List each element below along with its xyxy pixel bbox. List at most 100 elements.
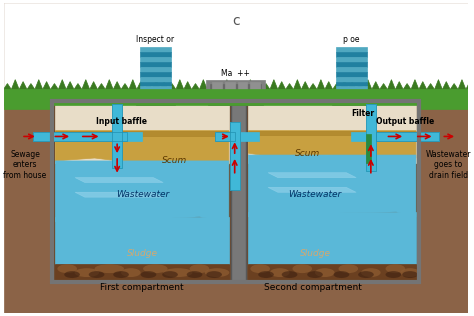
Polygon shape bbox=[403, 83, 411, 89]
Ellipse shape bbox=[141, 271, 156, 278]
Bar bbox=[248, 104, 416, 163]
Ellipse shape bbox=[64, 271, 80, 278]
Bar bbox=[122, 131, 142, 141]
Polygon shape bbox=[113, 82, 121, 89]
Bar bbox=[112, 104, 122, 168]
Bar bbox=[208, 101, 263, 105]
Bar bbox=[230, 122, 239, 190]
Text: Scum: Scum bbox=[162, 156, 188, 166]
Bar bbox=[140, 57, 171, 62]
Polygon shape bbox=[176, 80, 184, 89]
Ellipse shape bbox=[162, 271, 178, 278]
Ellipse shape bbox=[250, 264, 270, 273]
Ellipse shape bbox=[270, 268, 290, 277]
Polygon shape bbox=[82, 80, 90, 89]
Polygon shape bbox=[325, 82, 333, 89]
Text: Scum: Scum bbox=[294, 149, 320, 158]
Bar bbox=[33, 131, 127, 141]
Polygon shape bbox=[356, 83, 364, 89]
Polygon shape bbox=[248, 155, 416, 217]
Ellipse shape bbox=[385, 271, 401, 278]
Polygon shape bbox=[90, 82, 98, 89]
Bar bbox=[3, 3, 468, 101]
Polygon shape bbox=[75, 178, 163, 183]
Bar bbox=[140, 77, 171, 82]
Bar bbox=[140, 62, 171, 67]
Ellipse shape bbox=[143, 264, 168, 273]
Polygon shape bbox=[348, 82, 356, 89]
Polygon shape bbox=[153, 80, 160, 89]
Bar bbox=[112, 104, 122, 168]
Text: Wastewater
goes to
drain field: Wastewater goes to drain field bbox=[426, 150, 471, 180]
Bar bbox=[210, 83, 261, 89]
Polygon shape bbox=[450, 83, 458, 89]
Bar bbox=[237, 82, 247, 91]
Polygon shape bbox=[309, 83, 317, 89]
Polygon shape bbox=[137, 82, 145, 89]
Bar bbox=[140, 87, 171, 91]
Polygon shape bbox=[145, 83, 153, 89]
Polygon shape bbox=[380, 83, 388, 89]
Polygon shape bbox=[278, 82, 286, 89]
Bar bbox=[140, 72, 171, 77]
Polygon shape bbox=[11, 80, 19, 89]
Ellipse shape bbox=[163, 268, 192, 277]
Polygon shape bbox=[458, 80, 466, 89]
Bar bbox=[366, 104, 376, 171]
Bar bbox=[248, 264, 416, 281]
Polygon shape bbox=[55, 131, 229, 168]
Polygon shape bbox=[238, 83, 246, 89]
Polygon shape bbox=[58, 80, 66, 89]
Bar bbox=[140, 52, 171, 57]
Bar bbox=[332, 100, 371, 105]
Ellipse shape bbox=[57, 264, 77, 273]
Polygon shape bbox=[3, 83, 11, 89]
Polygon shape bbox=[262, 83, 270, 89]
Polygon shape bbox=[168, 83, 176, 89]
Polygon shape bbox=[215, 83, 223, 89]
Ellipse shape bbox=[385, 264, 405, 273]
Polygon shape bbox=[268, 187, 356, 192]
Bar bbox=[206, 80, 265, 93]
Polygon shape bbox=[340, 80, 348, 89]
Polygon shape bbox=[427, 83, 435, 89]
Bar bbox=[336, 62, 367, 67]
Text: Ma  ++: Ma ++ bbox=[221, 69, 250, 78]
Ellipse shape bbox=[402, 271, 418, 278]
Polygon shape bbox=[75, 192, 163, 197]
Polygon shape bbox=[55, 161, 229, 222]
Ellipse shape bbox=[315, 268, 335, 277]
Text: Filter: Filter bbox=[351, 109, 374, 118]
Text: Sludge: Sludge bbox=[127, 248, 158, 258]
Bar bbox=[55, 217, 229, 264]
Polygon shape bbox=[419, 82, 427, 89]
Bar bbox=[204, 91, 267, 103]
Bar bbox=[351, 131, 371, 141]
Polygon shape bbox=[301, 82, 309, 89]
Polygon shape bbox=[51, 83, 58, 89]
Ellipse shape bbox=[205, 268, 229, 277]
Polygon shape bbox=[286, 83, 293, 89]
Bar bbox=[212, 82, 222, 91]
Bar bbox=[140, 82, 171, 87]
Polygon shape bbox=[184, 82, 191, 89]
Ellipse shape bbox=[400, 268, 420, 277]
Ellipse shape bbox=[258, 271, 274, 278]
Bar bbox=[53, 101, 419, 283]
Polygon shape bbox=[270, 80, 278, 89]
Bar bbox=[336, 52, 367, 57]
Polygon shape bbox=[27, 83, 35, 89]
Polygon shape bbox=[223, 80, 231, 89]
Bar bbox=[250, 82, 260, 91]
Polygon shape bbox=[372, 82, 380, 89]
Polygon shape bbox=[388, 80, 395, 89]
Bar bbox=[334, 94, 369, 102]
Ellipse shape bbox=[113, 271, 129, 278]
Bar bbox=[336, 87, 367, 91]
Bar bbox=[53, 101, 419, 283]
Bar bbox=[336, 67, 367, 72]
Text: Sludge: Sludge bbox=[300, 248, 330, 258]
Polygon shape bbox=[231, 82, 238, 89]
Text: p oe: p oe bbox=[343, 35, 359, 44]
Bar bbox=[55, 264, 229, 281]
